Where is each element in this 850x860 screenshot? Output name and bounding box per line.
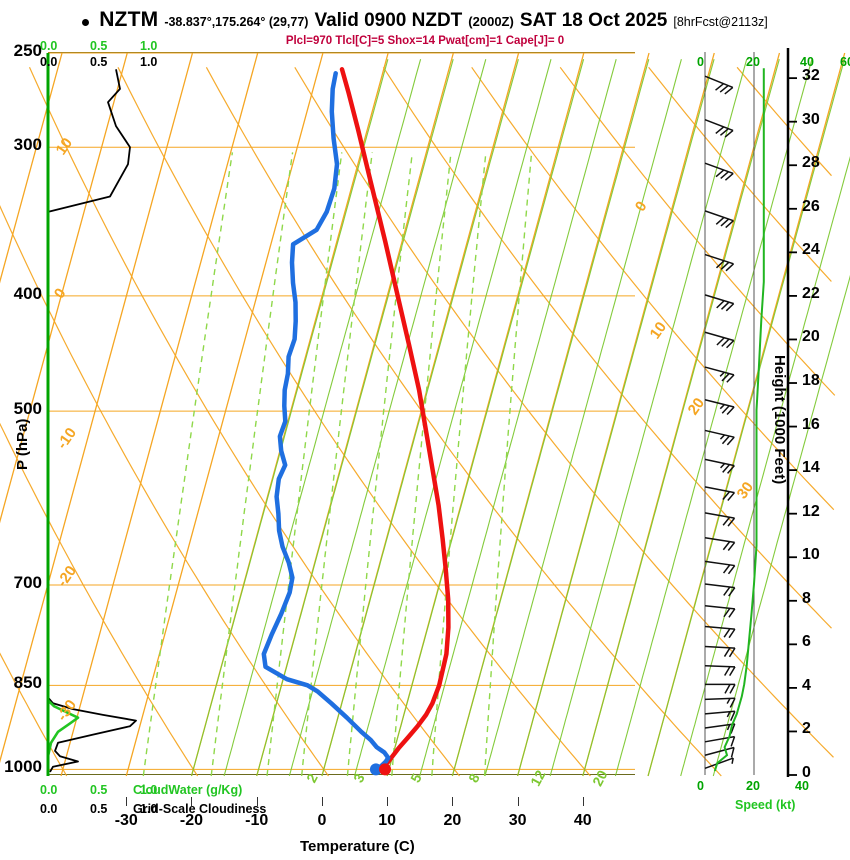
station-coordinates: -38.837°,175.264° (29,77) <box>164 15 309 29</box>
pressure-tick-850: 850 <box>13 673 42 693</box>
temperature-tick--10: -10 <box>245 812 269 829</box>
cloudiness-legend-label: Grid-Scale Cloudiness <box>133 802 267 816</box>
height-tick-8: 8 <box>802 589 811 607</box>
skewt-plot-area <box>0 52 850 777</box>
temperature-tickmark <box>191 797 193 806</box>
cloud_scale_black-1: 0.5 <box>90 802 108 816</box>
pressure-axis-title: P (hPa) <box>14 418 31 470</box>
temperature-axis-title: Temperature (C) <box>300 838 415 855</box>
skewt-grid <box>0 52 850 777</box>
cloud_scale_green-1: 0.5 <box>90 39 108 53</box>
temperature-tickmark <box>321 797 323 806</box>
height-tick-16: 16 <box>802 415 820 433</box>
temperature-tick--20: -20 <box>179 812 204 829</box>
speed-tick-20: 20 <box>746 779 760 793</box>
temperature-tickmark <box>517 797 519 806</box>
cloud_scale_green-1: 0.5 <box>90 783 108 797</box>
skewt-traces <box>46 53 451 776</box>
pressure-tick-1000: 1000 <box>4 757 42 777</box>
valid-date: SAT 18 Oct 2025 <box>519 10 668 31</box>
temperature-tick-30: 30 <box>508 812 527 829</box>
height-tick-4: 4 <box>802 676 811 694</box>
height-tick-22: 22 <box>802 284 820 302</box>
speed-axis-title: Speed (kt) <box>735 798 796 812</box>
cloud_scale_green-2: 1.0 <box>140 39 158 53</box>
wind-speed-panel <box>660 48 808 777</box>
cloud_scale_black-1: 0.5 <box>90 55 108 69</box>
valid-time-zulu: (2000Z) <box>468 14 514 29</box>
height-tick-2: 2 <box>802 720 811 738</box>
height-tick-18: 18 <box>802 372 820 389</box>
cloud_scale_green-0: 0.0 <box>40 39 58 53</box>
speed-curve <box>713 48 797 777</box>
temperature-tick--30: -30 <box>114 812 138 829</box>
temperature-tickmark <box>256 797 258 806</box>
speed-tick-0: 0 <box>697 779 704 793</box>
height-tick-12: 12 <box>802 502 820 520</box>
height-tick-32: 32 <box>802 67 820 85</box>
sounding-indices: Plcl=970 Tlcl[C]=5 Shox=14 Pwat[cm]=1 Ca… <box>285 35 565 47</box>
height-tick-14: 14 <box>802 459 820 477</box>
cloud_scale_black-0: 0.0 <box>40 802 58 816</box>
cloud_scale_black-0: 0.0 <box>40 55 58 69</box>
temperature-tick-10: 10 <box>378 812 397 829</box>
temperature-tick-40: 40 <box>573 812 592 829</box>
cloudwater-legend-label: CloudWater (g/Kg) <box>133 783 243 797</box>
height-tick-10: 10 <box>802 546 820 564</box>
forecast-stamp: [8hrFcst@2113z] <box>673 15 768 29</box>
height-tick-24: 24 <box>802 241 820 259</box>
temperature-tickmark <box>452 797 454 806</box>
top-speed-tick-20: 20 <box>746 55 760 69</box>
top-speed-tick-0: 0 <box>697 55 704 69</box>
pressure-tick-400: 400 <box>13 283 42 303</box>
pressure-tick-300: 300 <box>13 135 42 155</box>
cloud_scale_black-2: 1.0 <box>140 802 158 816</box>
valid-time: Valid 0900 NZDT <box>314 10 463 31</box>
cloud_scale_green-0: 0.0 <box>40 783 58 797</box>
cloud_scale_green-2: 1.0 <box>140 783 158 797</box>
height-tick-28: 28 <box>802 154 820 172</box>
temperature-tick-0: 0 <box>317 812 327 829</box>
pressure-tick-700: 700 <box>13 573 42 593</box>
height-axis-title: Height (1000 Feet) <box>771 355 788 485</box>
pressure-tick-500: 500 <box>13 399 42 419</box>
height-tick-6: 6 <box>802 633 811 651</box>
speed-tick-40: 40 <box>795 779 809 793</box>
cloud_scale_black-2: 1.0 <box>140 55 158 69</box>
height-tick-30: 30 <box>802 110 820 128</box>
chart-header: NZTM -38.837°,175.264° (29,77) Valid 090… <box>0 8 850 34</box>
station-name: NZTM <box>99 8 159 31</box>
height-tick-0: 0 <box>802 764 811 781</box>
station-dot-icon <box>82 19 90 26</box>
height-tick-26: 26 <box>802 197 820 215</box>
temperature-tick-20: 20 <box>443 812 462 829</box>
pressure-tick-250: 250 <box>13 41 42 60</box>
temperature-tickmark <box>126 797 128 806</box>
height-tick-20: 20 <box>802 328 820 346</box>
top-speed-tick-40: 40 <box>800 55 814 69</box>
top-speed-tick-60: 60 <box>840 55 850 69</box>
temperature-tickmark <box>387 797 389 806</box>
temperature-tickmark <box>582 797 584 806</box>
